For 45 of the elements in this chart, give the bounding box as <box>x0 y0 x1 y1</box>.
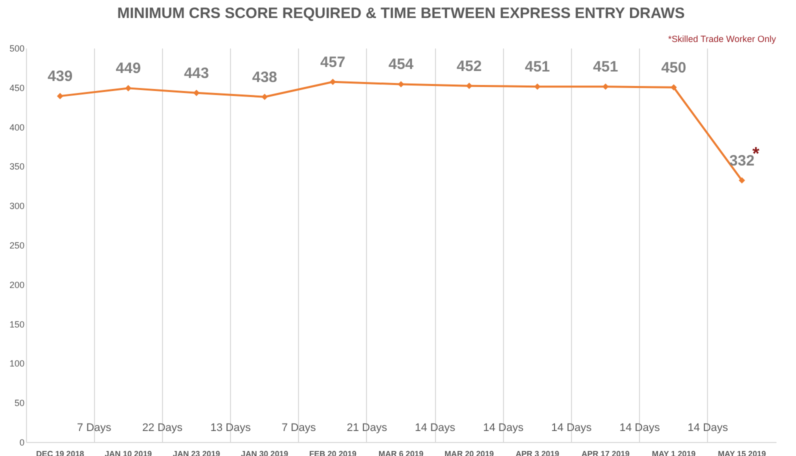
data-label: 439 <box>48 68 73 86</box>
point <box>193 90 200 96</box>
y-tick-label: 250 <box>9 240 24 250</box>
annotation: * <box>752 143 760 164</box>
annotation: 14 Days <box>619 422 660 434</box>
data-label: 454 <box>388 56 414 74</box>
point <box>398 81 404 88</box>
point <box>330 78 336 86</box>
y-tick-label: 50 <box>14 398 24 408</box>
data-label: 457 <box>320 54 346 71</box>
y-tick-label: 200 <box>9 280 24 290</box>
data-label: 450 <box>661 59 686 76</box>
y-tick-label: 450 <box>9 82 24 93</box>
annotation: 14 Days <box>414 422 456 434</box>
data-label: 451 <box>593 58 618 76</box>
point <box>261 94 268 100</box>
annotation: 22 Days <box>142 422 184 434</box>
y-tick-label: 0 <box>19 438 24 448</box>
annotation: 14 Days <box>551 422 592 434</box>
data-label: 438 <box>252 68 278 86</box>
annotation: 7 Days <box>77 422 112 434</box>
y-tick-label: 500 <box>9 44 24 54</box>
annotation: 21 Days <box>346 422 388 434</box>
point <box>738 177 746 184</box>
annotation: 13 Days <box>210 422 252 434</box>
annotation: 14 Days <box>483 422 524 434</box>
data-label: 451 <box>524 58 550 76</box>
data-label: 443 <box>184 64 209 82</box>
data-label: 449 <box>116 60 141 78</box>
point <box>56 92 64 100</box>
point <box>602 83 609 90</box>
y-tick-label: 300 <box>9 201 24 212</box>
point <box>125 85 132 92</box>
y-tick-label: 400 <box>9 122 24 132</box>
annotation: 7 Days <box>282 422 316 434</box>
point <box>534 83 541 90</box>
data-label: 452 <box>456 58 482 75</box>
chart-title: MINIMUM CRS SCORE REQUIRED & TIME BETWEEN EXPRESS ENTRY DRAWS <box>117 5 685 22</box>
y-tick-label: 150 <box>9 319 24 330</box>
y-tick-label: 100 <box>9 358 24 369</box>
y-tick-label: 350 <box>9 162 24 172</box>
point <box>670 84 677 91</box>
data-label: 332 <box>729 152 754 170</box>
annotation: 14 Days <box>688 422 728 434</box>
text: *Skilled Trade Worker Only <box>668 34 776 44</box>
